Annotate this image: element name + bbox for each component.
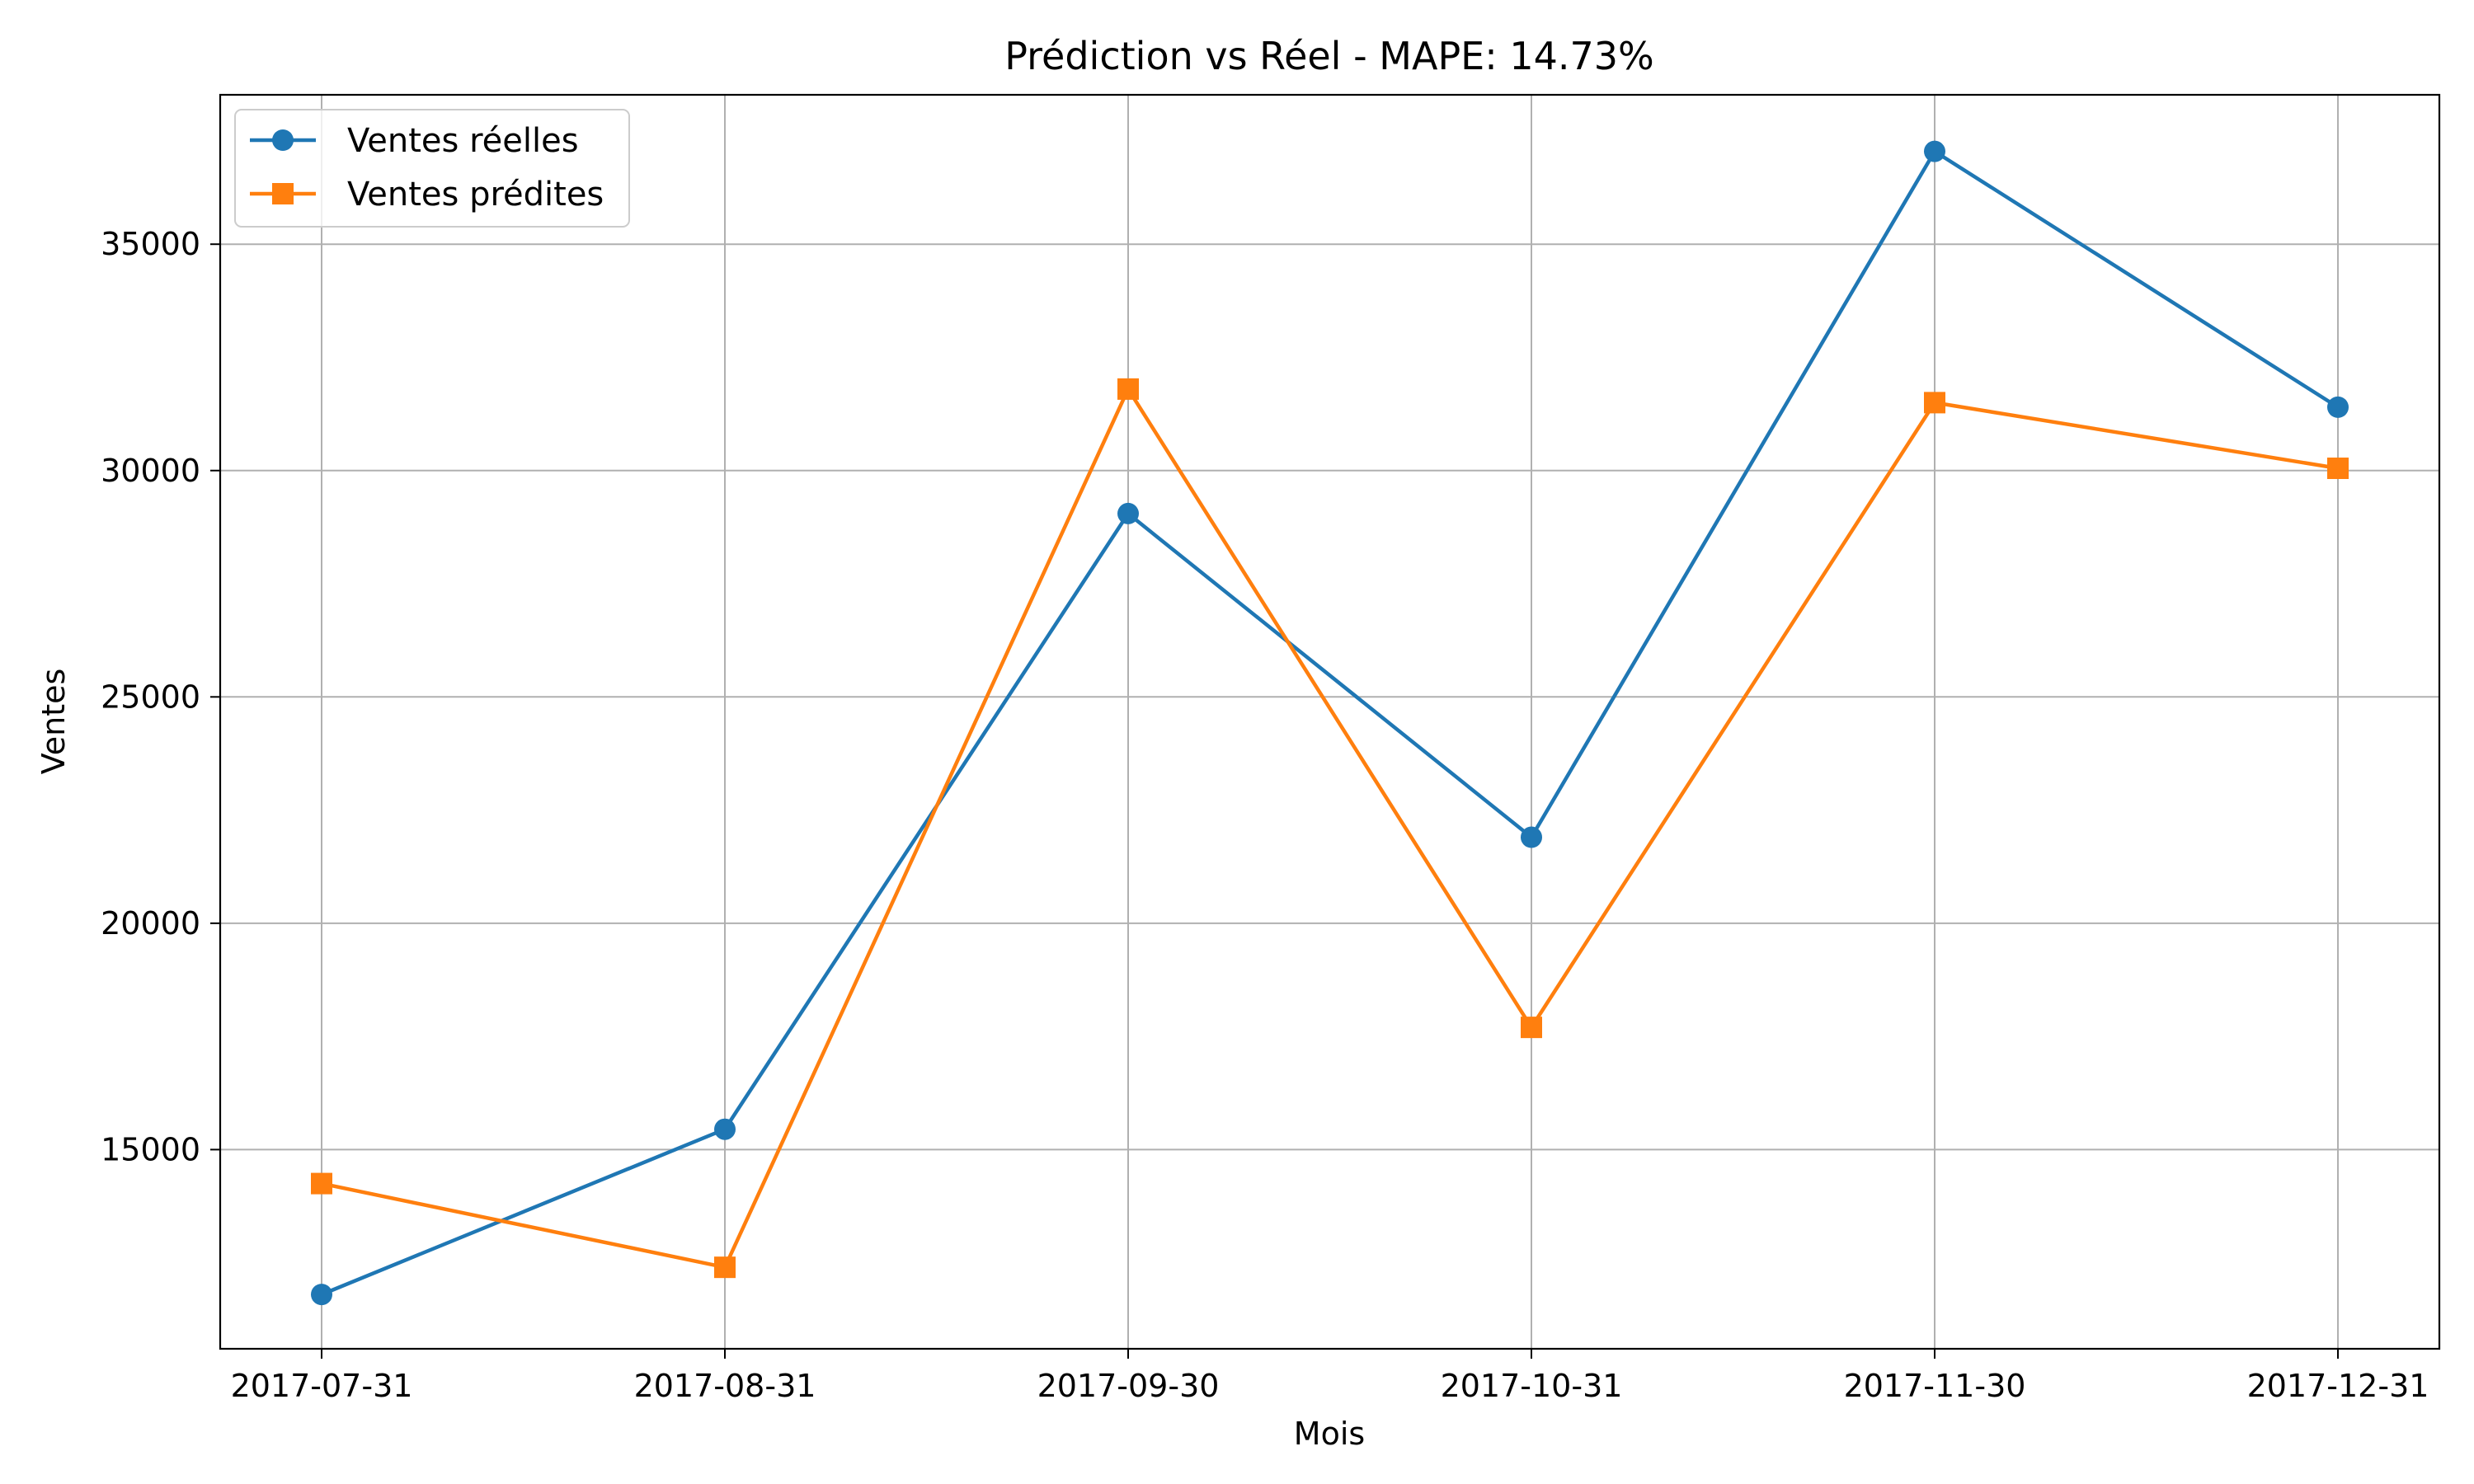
data-point [2327, 396, 2349, 418]
y-tick-label: 30000 [101, 453, 200, 489]
x-axis-ticks: 2017-07-31 2017-08-31 2017-09-30 2017-10-31… [231, 1349, 2429, 1404]
series-layer [311, 140, 2349, 1306]
y-tick-label: 20000 [101, 905, 200, 942]
data-point [2327, 458, 2349, 480]
x-tick-label: 2017-08-31 [634, 1368, 816, 1404]
series-2 [311, 378, 2349, 1279]
legend-marker [272, 183, 294, 204]
x-axis-label: Mois [1294, 1416, 1365, 1452]
legend-item: Ventes réelles [250, 122, 579, 160]
data-point [1117, 502, 1139, 524]
data-point [714, 1256, 736, 1279]
data-point [1521, 1017, 1542, 1039]
legend-item: Ventes prédites [250, 176, 604, 214]
x-tick-label: 2017-07-31 [231, 1368, 413, 1404]
legend: Ventes réelles Ventes prédites [234, 109, 630, 228]
data-point [311, 1172, 332, 1195]
y-tick-label: 25000 [101, 679, 200, 715]
y-tick-label: 15000 [101, 1131, 200, 1167]
x-tick-label: 2017-11-30 [1844, 1368, 2026, 1404]
grid-lines [220, 95, 2439, 1349]
series-1 [311, 140, 2349, 1306]
series-line [321, 387, 2339, 1270]
data-point [1117, 378, 1139, 400]
y-axis-label: Ventes [35, 669, 72, 775]
x-tick-label: 2017-10-31 [1441, 1368, 1623, 1404]
data-point [1924, 392, 1945, 414]
y-tick-label: 35000 [101, 226, 200, 262]
y-axis-ticks: 15000 20000 25000 30000 35000 [101, 226, 220, 1167]
legend-label: Ventes réelles [347, 122, 579, 160]
series-line [321, 149, 2340, 1297]
data-point [311, 1284, 332, 1306]
x-tick-label: 2017-09-30 [1037, 1368, 1220, 1404]
legend-label: Ventes prédites [347, 176, 604, 214]
plot-frame [219, 93, 2441, 1350]
data-point [1924, 140, 1945, 162]
legend-box [234, 109, 630, 228]
x-tick-label: 2017-12-31 [2247, 1368, 2429, 1404]
data-point [714, 1118, 736, 1140]
data-point [1521, 826, 1542, 848]
legend-marker [272, 129, 294, 151]
chart-title: Prédiction vs Réel - MAPE: 14.73% [1004, 34, 1654, 78]
